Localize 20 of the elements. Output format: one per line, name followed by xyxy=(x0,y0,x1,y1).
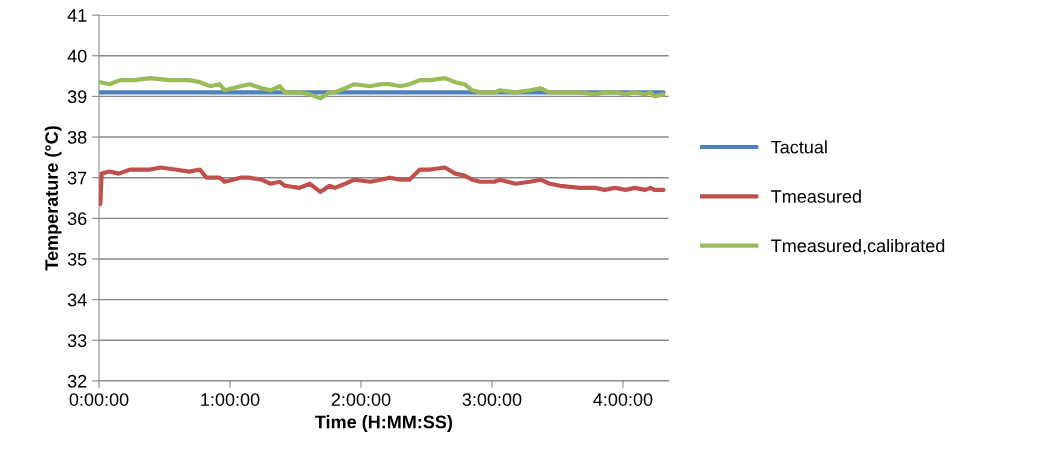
x-tick-label: 1:00:00 xyxy=(201,393,260,406)
legend-label: Tmeasured,calibrated xyxy=(771,238,945,255)
y-tick-label: 33 xyxy=(67,334,87,347)
y-tick-label: 40 xyxy=(67,49,87,63)
y-tick-label: 41 xyxy=(67,9,87,22)
x-axis-title: Time (H:MM:SS) xyxy=(315,415,453,432)
x-tick-label: 3:00:00 xyxy=(462,393,522,406)
y-tick-label: 35 xyxy=(67,252,87,266)
legend-label: Tactual xyxy=(771,140,827,154)
y-tick-label: 38 xyxy=(67,130,87,144)
y-tick-label: 34 xyxy=(67,293,87,307)
legend-label: Tmeasured xyxy=(771,189,861,203)
y-tick-label: 39 xyxy=(67,90,87,104)
x-tick-label: 4:00:00 xyxy=(593,393,653,406)
y-tick-label: 32 xyxy=(67,374,87,388)
y-axis-title: Temperature (°C) xyxy=(44,126,62,271)
x-tick-label: 2:00:00 xyxy=(331,393,391,406)
x-tick-label: 0:00:00 xyxy=(69,393,129,406)
y-tick-label: 37 xyxy=(67,171,87,185)
y-tick-label: 36 xyxy=(67,212,87,226)
